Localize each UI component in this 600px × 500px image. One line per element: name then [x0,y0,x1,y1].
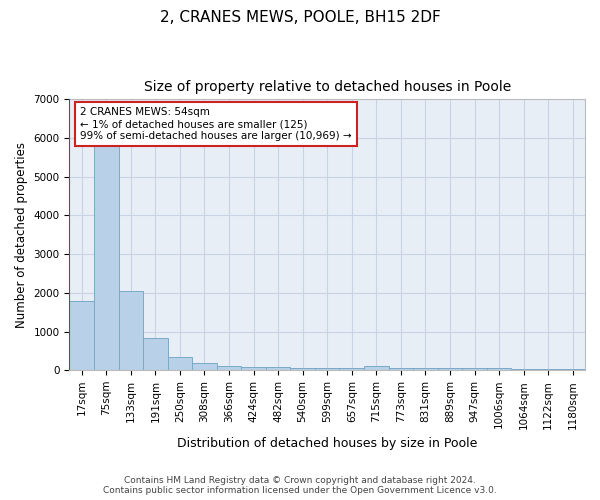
Bar [413,368,437,370]
Y-axis label: Number of detached properties: Number of detached properties [15,142,28,328]
X-axis label: Distribution of detached houses by size in Poole: Distribution of detached houses by size … [177,437,478,450]
Bar [143,338,167,370]
Bar [217,366,241,370]
Bar [536,368,560,370]
Bar [462,368,487,370]
Bar [192,363,217,370]
Text: Contains HM Land Registry data © Crown copyright and database right 2024.
Contai: Contains HM Land Registry data © Crown c… [103,476,497,495]
Bar [241,366,266,370]
Text: 2, CRANES MEWS, POOLE, BH15 2DF: 2, CRANES MEWS, POOLE, BH15 2DF [160,10,440,25]
Bar [364,366,389,370]
Bar [437,368,462,370]
Bar [560,368,585,370]
Bar [340,368,364,370]
Bar [315,368,340,370]
Title: Size of property relative to detached houses in Poole: Size of property relative to detached ho… [143,80,511,94]
Bar [487,368,511,370]
Text: 2 CRANES MEWS: 54sqm
← 1% of detached houses are smaller (125)
99% of semi-detac: 2 CRANES MEWS: 54sqm ← 1% of detached ho… [80,108,352,140]
Bar [290,368,315,370]
Bar [389,368,413,370]
Bar [70,302,94,370]
Bar [119,291,143,370]
Bar [94,146,119,370]
Bar [511,368,536,370]
Bar [167,358,192,370]
Bar [266,367,290,370]
